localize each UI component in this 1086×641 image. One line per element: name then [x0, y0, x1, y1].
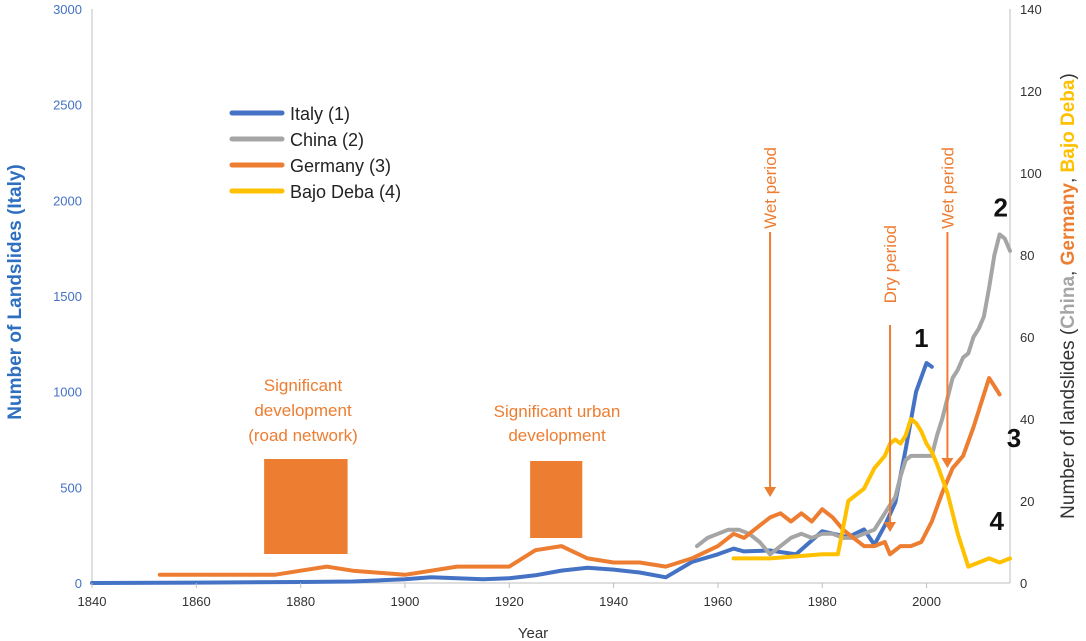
development-annotation-line: development — [508, 426, 606, 445]
y-right-axis-label: Number of landslides (China, Germany, Ba… — [1058, 73, 1079, 519]
y-left-tick-label: 500 — [60, 480, 82, 495]
series-lines — [90, 232, 1012, 585]
y-right-label-part: , — [1058, 172, 1079, 183]
series-number-label: 1 — [914, 323, 928, 353]
y-left-tick-label: 1500 — [53, 289, 82, 304]
y-right-tick-label: 20 — [1020, 494, 1034, 509]
legend-label: Germany (3) — [290, 156, 391, 176]
y-left-tick-label: 1000 — [53, 385, 82, 400]
annotations: 1 2 3 4 Significant development (road network)… — [248, 147, 1021, 536]
period-annotation-label: Dry period — [881, 225, 900, 303]
y-left-tick-label: 0 — [75, 576, 82, 591]
x-tick-label: 1980 — [808, 594, 837, 609]
y-right-tick-label: 100 — [1020, 166, 1042, 181]
series-line-china — [695, 232, 1012, 557]
period-annotation-label: Wet period — [761, 147, 780, 229]
y-left-axis-label: Number of Landslides (Italy) — [5, 164, 26, 419]
series-line-bajo — [731, 417, 1012, 569]
y-right-label-part: ) — [1058, 73, 1079, 79]
y-right-label-part: China — [1058, 276, 1079, 329]
y-left-tick-label: 3000 — [53, 2, 82, 17]
y-right-tick-label: 140 — [1020, 2, 1042, 17]
legend-label: China (2) — [290, 130, 364, 150]
y-right-label-part: , — [1058, 265, 1079, 276]
y-right-label-part: Number of landslides ( — [1058, 328, 1079, 519]
development-box — [530, 461, 583, 538]
x-tick-label: 1940 — [599, 594, 628, 609]
series-number-label: 3 — [1007, 423, 1021, 453]
legend-label: Italy (1) — [290, 104, 350, 124]
x-tick-label: 1860 — [182, 594, 211, 609]
legend: Italy (1) China (2) Germany (3) Bajo Deba (… — [229, 104, 401, 202]
legend-label: Bajo Deba (4) — [290, 182, 401, 202]
y-right-tick-label: 80 — [1020, 248, 1034, 263]
period-arrow-head — [941, 458, 954, 468]
y-left-tick-label: 2500 — [53, 98, 82, 113]
axes: 0 500 1000 1500 2000 2500 3000 0 20 40 60 80 100 120 1… — [5, 2, 1079, 641]
series-number-label: 4 — [990, 506, 1005, 536]
series-line-italy — [90, 361, 934, 585]
period-annotation-label: Wet period — [938, 147, 957, 229]
y-right-tick-label: 60 — [1020, 330, 1034, 345]
y-right-tick-label: 120 — [1020, 84, 1042, 99]
y-left-tick-label: 2000 — [53, 193, 82, 208]
x-tick-label: 1840 — [78, 594, 107, 609]
development-annotation-line: Significant — [264, 376, 343, 395]
y-right-label-part: Germany — [1058, 183, 1079, 266]
development-box — [264, 459, 348, 554]
y-right-tick-label: 0 — [1020, 576, 1027, 591]
x-axis-label: Year — [518, 625, 548, 641]
x-tick-label: 1960 — [703, 594, 732, 609]
x-tick-label: 1900 — [390, 594, 419, 609]
y-right-tick-label: 40 — [1020, 412, 1034, 427]
development-boxes — [264, 459, 583, 554]
development-annotation-line: Significant urban — [494, 402, 621, 421]
y-right-label-part: Bajo Deba — [1058, 79, 1079, 172]
x-tick-label: 1920 — [495, 594, 524, 609]
development-annotation-line: development — [254, 401, 352, 420]
x-tick-label: 2000 — [912, 594, 941, 609]
development-annotation-line: (road network) — [248, 426, 358, 445]
period-arrow-head — [884, 522, 897, 532]
x-tick-label: 1880 — [286, 594, 315, 609]
period-arrow-head — [764, 487, 777, 497]
series-number-label: 2 — [994, 192, 1008, 222]
